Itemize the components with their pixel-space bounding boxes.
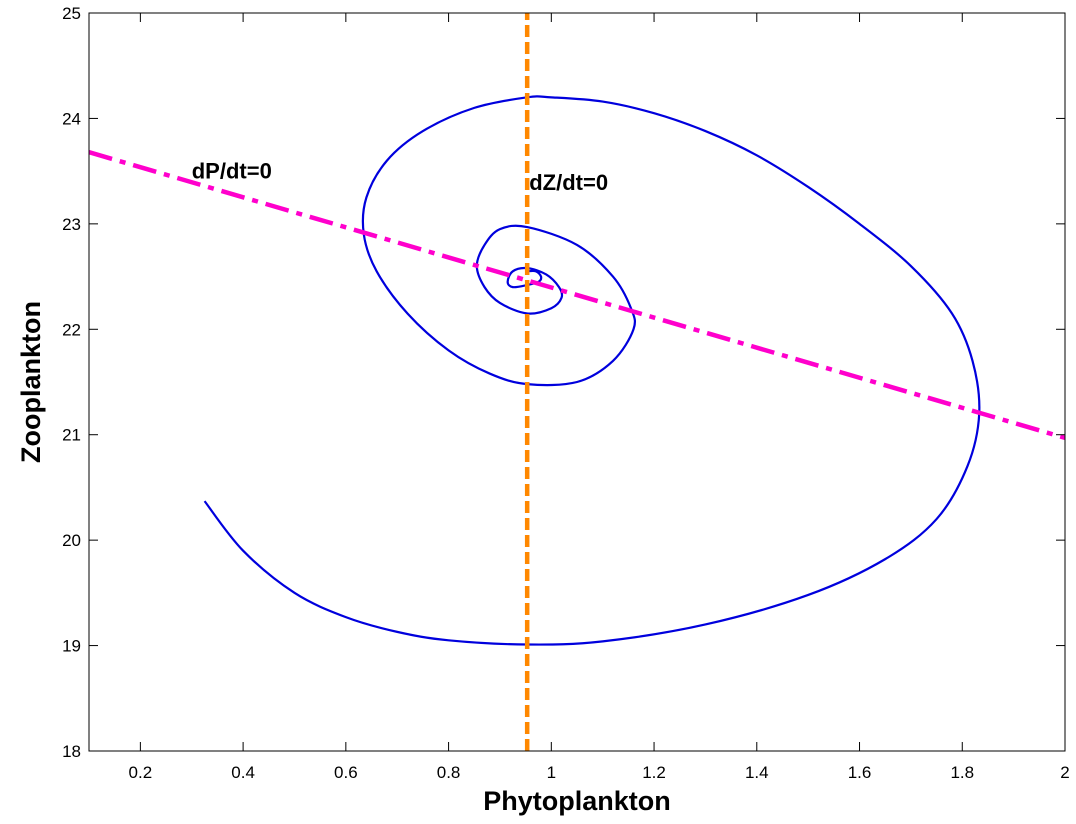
x-tick-label: 1 [547,763,556,782]
y-axis-title: Zooplankton [16,301,46,463]
x-tick-label: 2 [1060,763,1069,782]
x-axis-title: Phytoplankton [483,786,671,816]
x-tick-label: 0.8 [437,763,461,782]
y-tick-label: 19 [62,637,81,656]
x-tick-label: 1.2 [642,763,666,782]
nullcline-annotation: dP/dt=0 [192,159,272,184]
plot-area-frame [88,12,1066,752]
P-nullcline-line [89,150,1065,441]
x-tick-label: 0.6 [334,763,358,782]
x-tick-label: 1.4 [745,763,769,782]
y-tick-label: 25 [62,4,81,23]
y-tick-label: 20 [62,531,81,550]
y-tick-label: 18 [62,742,81,761]
y-tick-label: 22 [62,320,81,339]
x-tick-label: 0.4 [231,763,255,782]
x-tick-label: 1.6 [848,763,872,782]
y-tick-label: 23 [62,215,81,234]
nullcline-annotation: dZ/dt=0 [529,170,608,195]
trajectory-line [203,95,981,646]
x-tick-label: 0.2 [129,763,153,782]
y-tick-label: 24 [62,109,81,128]
y-tick-label: 21 [62,426,81,445]
axis-ticks: 0.2 0.4 0.6 0.8 1 1.2 1.4 1.6 1.8 2 18 19 20 21 22 23 24… [62,4,1070,782]
x-tick-label: 1.8 [950,763,974,782]
